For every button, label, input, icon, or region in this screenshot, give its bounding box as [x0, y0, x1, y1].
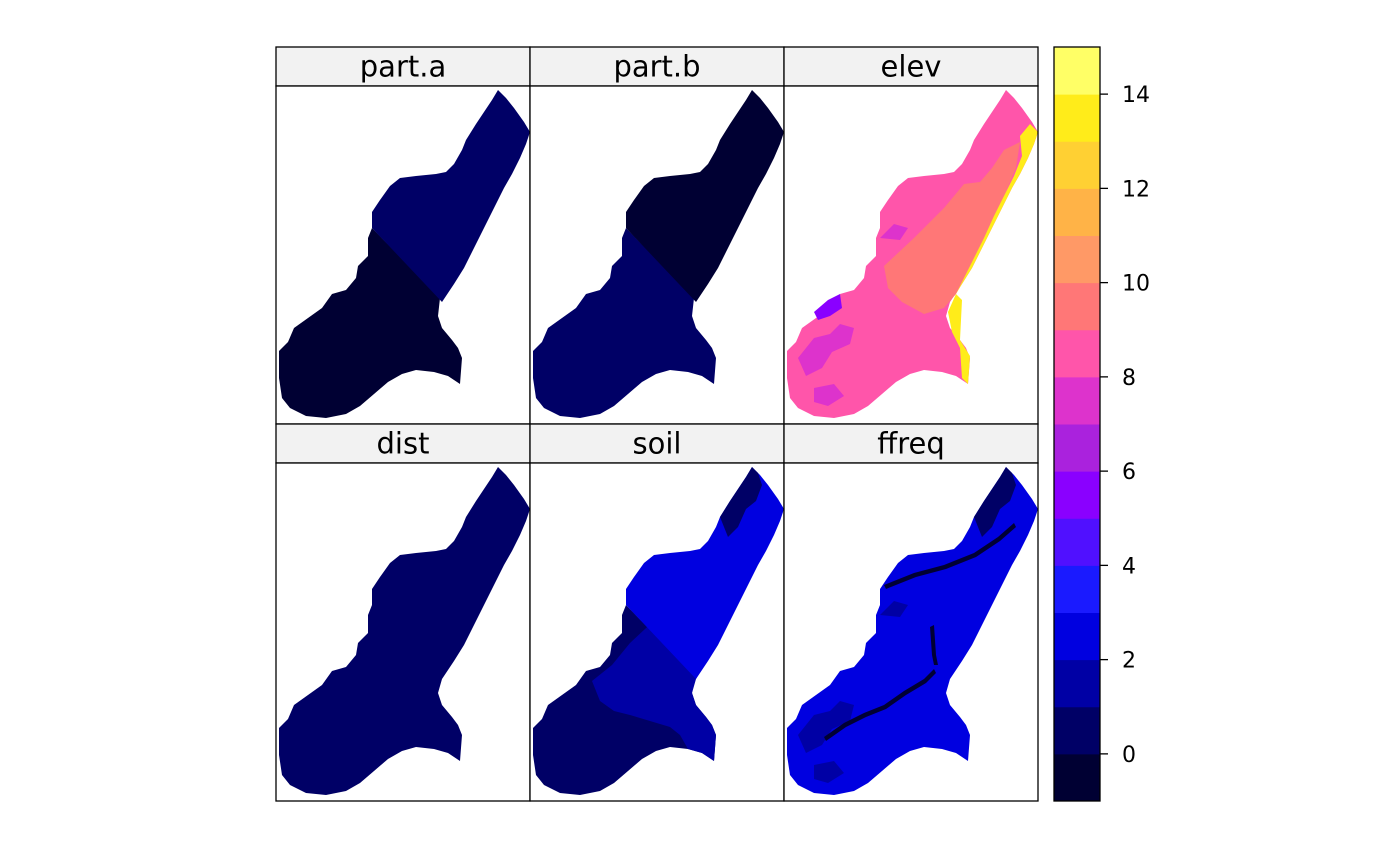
raster-regions: [787, 467, 1038, 795]
panel-strip-label: ffreq: [877, 427, 945, 461]
colorbar-tick-label: 6: [1122, 460, 1136, 485]
panel-dist: dist: [275, 423, 531, 802]
panel-ffreq: ffreq: [783, 423, 1039, 802]
raster-region-upper: [372, 90, 530, 302]
colorbar-tick-label: 8: [1122, 366, 1136, 391]
raster-region-north-patch: [974, 467, 1016, 537]
raster-region-east-bank: [948, 124, 1038, 384]
colorbar-tick-label: 10: [1122, 272, 1150, 297]
colorbar-swatch: [1054, 188, 1100, 236]
colorbar-swatch: [1054, 424, 1100, 472]
panel-strip-label: dist: [377, 427, 430, 461]
raster-regions: [533, 90, 784, 418]
colorbar-tick-label: 0: [1122, 743, 1136, 768]
panel-strip: [275, 46, 531, 87]
colorbar-swatch: [1054, 706, 1100, 755]
panel-elev: elev: [783, 46, 1039, 425]
panels-layer: part.a part.b elev dist soil ffreq: [275, 46, 1039, 802]
colorbar-swatch: [1054, 329, 1100, 378]
raster-region-west-low-patch: [814, 294, 842, 320]
colorbar-swatch: [1054, 659, 1100, 708]
raster-region-whole: [279, 467, 530, 795]
raster-region-upper: [626, 467, 784, 679]
colorbar-swatch: [1054, 141, 1100, 189]
raster-region-north-patch: [720, 467, 762, 537]
colorbar-swatch: [1054, 94, 1100, 142]
raster-region-lower: [279, 228, 462, 418]
raster-regions: [279, 90, 530, 418]
panel-strip-label: elev: [881, 50, 942, 84]
raster-regions: [279, 467, 530, 795]
raster-regions: [533, 467, 784, 795]
raster-regions: [787, 90, 1038, 418]
colorbar-swatch: [1054, 235, 1100, 284]
raster-region-upper: [626, 90, 784, 302]
colorbar-swatch: [1054, 612, 1100, 661]
raster-region-centre-band: [884, 142, 1020, 314]
colorbar-tick-label: 2: [1122, 649, 1136, 674]
raster-region-west-patches: [798, 224, 908, 406]
panel-strip-label: soil: [633, 427, 682, 461]
colorbar-swatch: [1054, 518, 1100, 566]
panel-part-b: part.b: [529, 46, 785, 425]
raster-region-lower: [533, 228, 716, 418]
colorbar-tick-label: 12: [1122, 177, 1150, 202]
panel-strip: [529, 46, 785, 87]
colorbar-tick-label: 14: [1122, 83, 1150, 108]
panel-strip: [783, 46, 1039, 87]
colorbar: 0 2 4 6 8 10 12 14: [1053, 46, 1150, 802]
colorbar-swatch: [1054, 376, 1100, 425]
colorbar-swatch: [1054, 471, 1100, 519]
panel-border: [783, 462, 1039, 802]
colorbar-swatch: [1054, 282, 1100, 331]
panel-strip-label: part.a: [360, 50, 446, 84]
colorbar-swatch: [1054, 47, 1100, 95]
colorbar-border: [1053, 46, 1101, 802]
panel-part-a: part.a: [275, 46, 531, 425]
panel-soil: soil: [529, 423, 785, 802]
colorbar-swatch: [1054, 753, 1100, 802]
colorbar-tick-label: 4: [1122, 554, 1136, 579]
colorbar-swatch: [1054, 565, 1100, 613]
panel-strip-label: part.b: [613, 50, 700, 84]
